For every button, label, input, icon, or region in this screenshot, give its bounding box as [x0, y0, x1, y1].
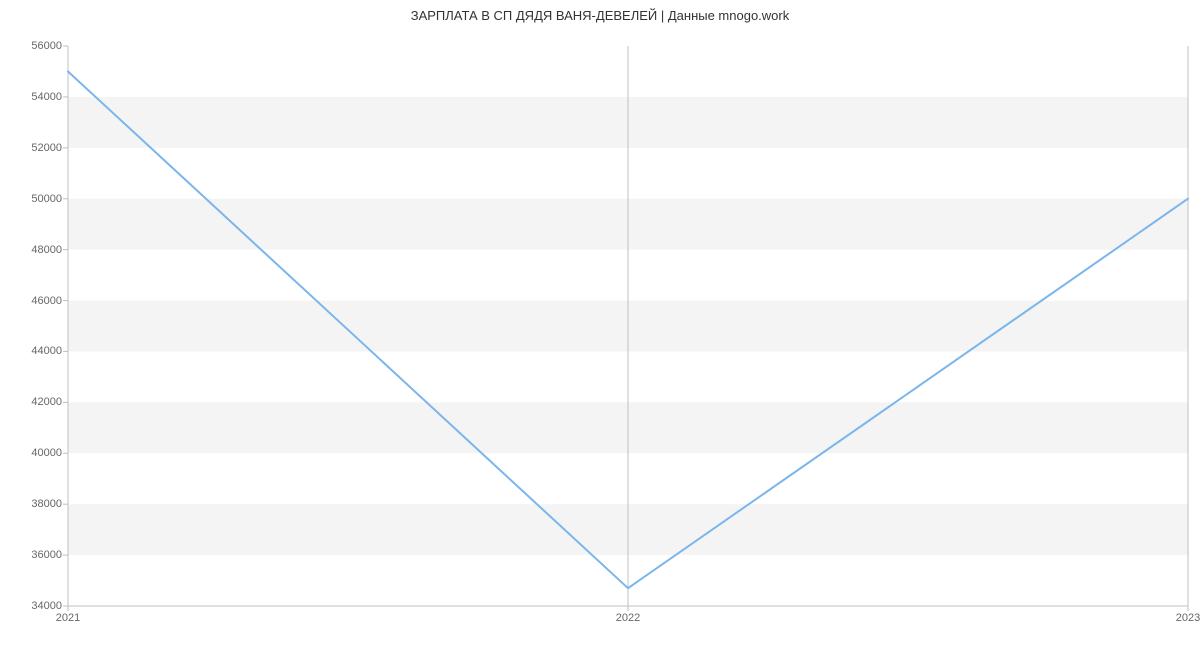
- y-tick-label: 44000: [31, 345, 62, 357]
- y-tick-label: 56000: [31, 40, 62, 52]
- y-tick-label: 54000: [31, 91, 62, 103]
- y-tick-label: 50000: [31, 193, 62, 205]
- plot-area: 3400036000380004000042000440004600048000…: [68, 46, 1188, 606]
- y-tick-label: 36000: [31, 549, 62, 561]
- y-tick-label: 38000: [31, 498, 62, 510]
- y-tick-label: 48000: [31, 244, 62, 256]
- chart-title: ЗАРПЛАТА В СП ДЯДЯ ВАНЯ-ДЕВЕЛЕЙ | Данные…: [0, 8, 1200, 23]
- x-tick-label: 2023: [1176, 612, 1200, 624]
- y-tick-label: 46000: [31, 295, 62, 307]
- y-tick-label: 40000: [31, 447, 62, 459]
- x-tick-label: 2021: [56, 612, 80, 624]
- chart-svg: [68, 46, 1188, 606]
- y-tick-label: 52000: [31, 142, 62, 154]
- y-tick-label: 34000: [31, 600, 62, 612]
- y-tick-label: 42000: [31, 396, 62, 408]
- x-tick-label: 2022: [616, 612, 640, 624]
- salary-chart: ЗАРПЛАТА В СП ДЯДЯ ВАНЯ-ДЕВЕЛЕЙ | Данные…: [0, 0, 1200, 650]
